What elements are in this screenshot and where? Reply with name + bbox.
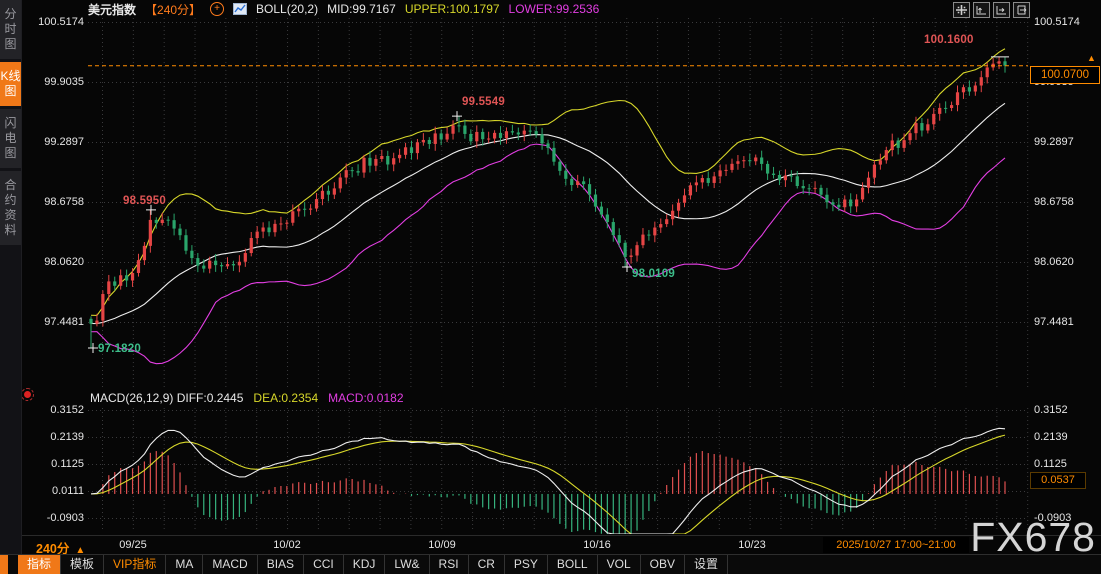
scale-up-icon[interactable] — [973, 2, 990, 18]
axis-label: 97.4481 — [44, 316, 84, 328]
axis-label: 99.9035 — [44, 76, 84, 88]
axis-label: 0.1125 — [1034, 458, 1067, 470]
toolbar-item[interactable]: PSY — [505, 555, 548, 574]
boll-mid-value: MID:99.7167 — [327, 2, 396, 16]
axis-label: -0.0903 — [1034, 512, 1072, 524]
pan-right-icon[interactable] — [1013, 2, 1030, 18]
toolbar-item[interactable]: CCI — [304, 555, 344, 574]
toolbar-item[interactable]: VIP指标 — [104, 555, 167, 574]
macd-header: MACD(26,12,9) DIFF:0.2445 DEA:0.2354 MACD:… — [90, 391, 404, 405]
axis-label: 0.2139 — [50, 431, 84, 443]
toolbar-item[interactable]: 模板 — [61, 555, 105, 574]
axis-label: 0.3152 — [1034, 404, 1068, 416]
macd-header-value: MACD(26,12,9) DIFF:0.2445 — [90, 391, 244, 405]
chart-header: 美元指数 【240分】 + BOLL(20,2) MID:99.7167 UPP… — [88, 1, 599, 17]
axis-label: -0.0903 — [46, 512, 84, 524]
scale-right-icon[interactable] — [993, 2, 1010, 18]
triangle-up-icon: ▲ — [75, 545, 86, 556]
price-annotation: 98.0109 — [632, 267, 675, 280]
axis-label: 0.2139 — [1034, 431, 1068, 443]
chart-tools — [953, 2, 1030, 18]
crosshair-icon[interactable] — [953, 2, 970, 18]
boll-lower-value: LOWER:99.2536 — [508, 2, 600, 16]
sidebar-tab-item[interactable]: 合约资料 — [0, 171, 21, 245]
current-price-box: 100.0700 — [1030, 66, 1100, 84]
x-axis-tick: 10/09 — [428, 539, 456, 551]
toolbar-item[interactable]: 指标 — [18, 555, 62, 574]
add-indicator-icon[interactable]: + — [210, 2, 225, 16]
period-selector-label: 240分 — [36, 542, 70, 556]
sidebar: 分时图 K线图闪电图合约资料 — [0, 0, 22, 574]
axis-label: 0.1125 — [51, 458, 84, 470]
macd-header-value: DEA:0.2354 — [253, 391, 319, 405]
toolbar-item[interactable]: 设置 — [685, 555, 728, 574]
x-axis-tick: 10/23 — [738, 539, 766, 551]
period-selector[interactable]: 240分 ▲ — [36, 538, 85, 557]
axis-label: 98.0620 — [1034, 256, 1074, 268]
axis-label: 99.2897 — [1034, 136, 1074, 148]
bottom-toolbar: 指标 模板 VIP指标 MA MACD BIAS CCI KDJ LW& RSI CR PSY BOLL… — [0, 554, 1101, 574]
watermark: FX678 — [970, 514, 1096, 560]
chart-type-icon[interactable] — [233, 3, 248, 15]
axis-label: 98.6758 — [1034, 196, 1074, 208]
toolbar-item[interactable]: RSI — [430, 555, 469, 574]
toolbar-item[interactable]: MACD — [203, 555, 258, 574]
sidebar-tab-active[interactable]: K线图 — [0, 62, 21, 106]
boll-params-label: BOLL(20,2) — [256, 2, 319, 16]
toolbar-item[interactable]: MA — [166, 555, 204, 574]
macd-header-value: MACD:0.0182 — [328, 391, 404, 405]
price-annotation: 99.5549 — [462, 96, 505, 109]
axis-label: 97.4481 — [1034, 316, 1074, 328]
x-axis-tick: 10/16 — [583, 539, 611, 551]
axis-label: 100.5174 — [38, 16, 84, 28]
price-annotation: 97.1820 — [98, 343, 141, 355]
axis-label: 99.2897 — [44, 136, 84, 148]
axis-label: 0.0111 — [51, 485, 84, 497]
toolbar-item[interactable]: CR — [469, 555, 505, 574]
toolbar-item[interactable]: VOL — [598, 555, 641, 574]
axis-label: 98.6758 — [44, 196, 84, 208]
toolbar-item[interactable]: BOLL — [548, 555, 598, 574]
x-axis-tick: 10/02 — [273, 539, 301, 551]
price-up-arrow-icon: ▲ — [1087, 53, 1096, 63]
current-bar-time: 2025/10/27 17:00~21:00 — [823, 537, 969, 553]
x-axis-tick: 09/25 — [119, 539, 147, 551]
toolbar-item[interactable]: BIAS — [258, 555, 305, 574]
axis-label: 0.3152 — [50, 404, 84, 416]
axis-label: 98.0620 — [44, 256, 84, 268]
toolbar-item[interactable]: LW& — [385, 555, 430, 574]
toolbar-accent-square — [0, 555, 8, 574]
toolbar-item[interactable]: KDJ — [344, 555, 386, 574]
price-annotation: 98.5950 — [123, 194, 166, 207]
boll-upper-value: UPPER:100.1797 — [404, 2, 500, 16]
sidebar-tab-item[interactable]: 分时图 — [0, 0, 21, 59]
symbol-title: 美元指数 — [88, 2, 137, 17]
price-annotation: 100.1600 — [924, 33, 974, 46]
sidebar-tab-item[interactable]: 闪电图 — [0, 109, 21, 168]
macd-current-box: 0.0537 — [1030, 472, 1086, 489]
axis-label: 100.5174 — [1034, 16, 1080, 28]
alert-dot-icon[interactable] — [21, 388, 34, 401]
period-label[interactable]: 【240分】 — [145, 2, 202, 17]
toolbar-item[interactable]: OBV — [641, 555, 685, 574]
